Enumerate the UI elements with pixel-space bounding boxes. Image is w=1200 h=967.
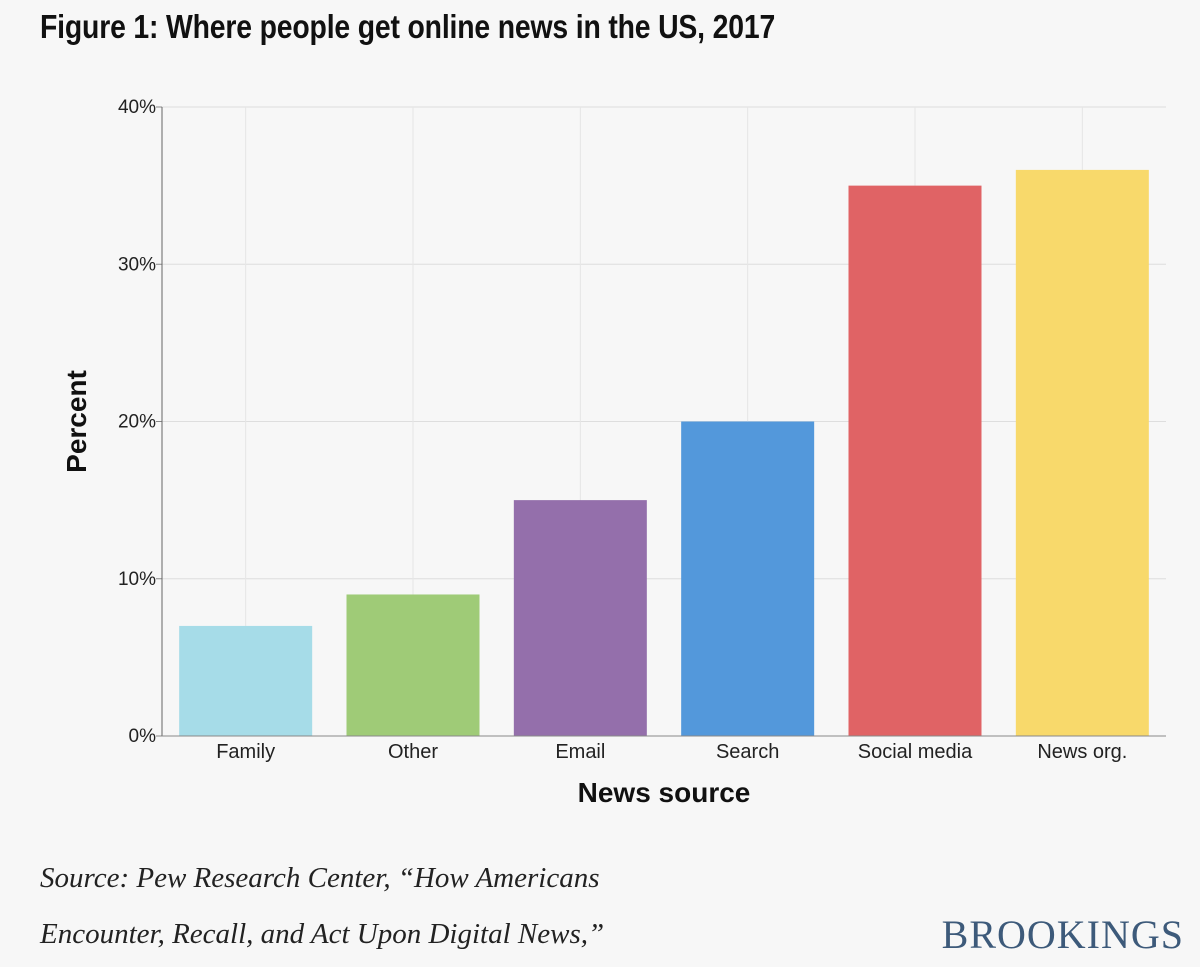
y-axis-title: Percent: [61, 370, 92, 473]
bar-chart: 0% 10% 20% 30% 40% Family Other Email Search Soci…: [61, 97, 1166, 808]
x-tick-label: Search: [716, 741, 779, 763]
bar-social-media: [848, 185, 982, 736]
bar-other: [346, 594, 480, 736]
chart-title: Figure 1: Where people get online news i…: [40, 8, 776, 45]
x-tick-label: Family: [216, 741, 275, 763]
bar-email: [513, 500, 647, 736]
x-tick-label: Email: [555, 741, 605, 763]
y-tick-label: 20%: [118, 412, 156, 433]
bar-search: [681, 421, 815, 736]
x-axis-title: News source: [578, 777, 751, 808]
x-tick-label: Social media: [858, 741, 973, 763]
y-tick-label: 10%: [118, 569, 156, 590]
x-tick-label: Other: [388, 741, 438, 763]
bar-family: [179, 625, 313, 736]
y-tick-label: 40%: [118, 97, 156, 118]
bar-news-org: [1015, 169, 1149, 736]
y-tick-label: 30%: [118, 254, 156, 275]
y-tick-label: 0%: [129, 726, 157, 747]
x-tick-label: News org.: [1037, 741, 1127, 763]
brookings-logo: BROOKINGS: [941, 912, 1184, 957]
source-note-line-2: Encounter, Recall, and Act Upon Digital …: [40, 918, 605, 950]
source-note-line-1: Source: Pew Research Center, “How Americ…: [40, 862, 600, 894]
